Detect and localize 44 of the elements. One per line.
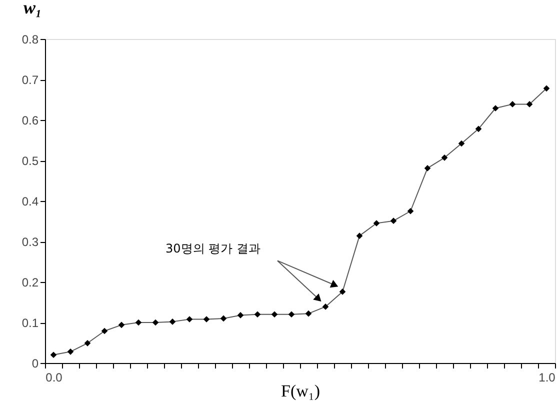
- point: [305, 310, 312, 317]
- y-tick-label: 0.5: [22, 154, 39, 168]
- point: [441, 154, 448, 161]
- point: [288, 311, 295, 318]
- point: [101, 328, 108, 334]
- point: [322, 304, 329, 310]
- point: [271, 311, 278, 318]
- y-tick-label: 0.1: [22, 316, 39, 330]
- x-tick-label: 1.0: [538, 370, 556, 384]
- point: [135, 319, 142, 326]
- point: [526, 101, 533, 108]
- point: [152, 319, 159, 326]
- y-tick-label: 0.4: [22, 194, 39, 208]
- annotation: 30명의 평가 결과: [166, 242, 260, 256]
- x-tick-label: 0.0: [46, 370, 63, 384]
- point: [492, 105, 499, 112]
- point: [424, 165, 431, 172]
- point: [509, 101, 516, 108]
- point: [339, 288, 346, 295]
- point: [543, 85, 550, 92]
- y-tick-label: 0.3: [22, 235, 39, 249]
- y-tick-label: 0.6: [22, 114, 39, 128]
- point: [203, 316, 210, 322]
- y-tick-label: 0.7: [22, 73, 39, 87]
- point: [237, 312, 244, 318]
- point: [169, 318, 176, 325]
- x-axis-title: F(w₁): [281, 382, 320, 400]
- y-tick-label: 0: [32, 356, 39, 370]
- point: [407, 208, 414, 214]
- point: [356, 232, 363, 239]
- y-tick-label: 0.2: [22, 276, 39, 290]
- point: [475, 126, 482, 132]
- point: [67, 348, 74, 355]
- point: [458, 140, 465, 147]
- point: [50, 352, 57, 358]
- point: [118, 322, 125, 328]
- point: [186, 316, 193, 322]
- point: [84, 340, 91, 346]
- point: [390, 218, 397, 224]
- point: [254, 311, 261, 318]
- y-axis-title: w₁: [24, 0, 42, 18]
- point: [373, 220, 380, 226]
- point: [220, 315, 227, 322]
- y-tick-label: 0.8: [22, 32, 39, 46]
